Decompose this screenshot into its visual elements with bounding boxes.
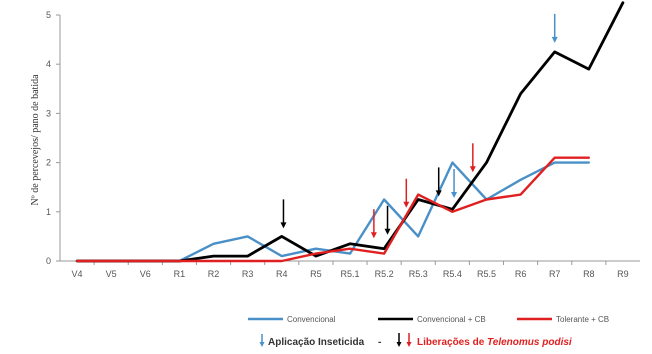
release-label: Liberações de — [417, 337, 485, 348]
x-tick-label: R5.3 — [409, 269, 428, 279]
x-tick-label: V5 — [106, 269, 117, 279]
insecticide-arrow-head — [451, 192, 458, 199]
insecticide-arrow-head — [551, 36, 558, 43]
x-tick-label: R5.1 — [340, 269, 359, 279]
chart-lines — [75, 1, 625, 263]
x-tick-label: V4 — [72, 269, 83, 279]
y-tick-label: 0 — [46, 256, 51, 266]
arrow-red-icon — [406, 333, 412, 347]
release-arrow-black — [435, 167, 442, 197]
x-tick-label: R3 — [242, 269, 254, 279]
y-tick-label: 1 — [46, 207, 51, 217]
x-ticks: V4 V5 V6 R1 R2 R3 R4 R5 R5.1 R5.2 R5.3 R5.4 R5.5 R6 R7… — [72, 261, 629, 279]
x-tick-label: R7 — [549, 269, 561, 279]
series-line-convencional-cb — [75, 1, 625, 263]
release-arrow-black-head — [384, 228, 391, 235]
release-arrow-black — [384, 205, 391, 235]
x-tick-label: R1 — [174, 269, 186, 279]
x-tick-label: R2 — [208, 269, 220, 279]
insecticide-label: Aplicação Inseticida — [268, 337, 365, 348]
annotation-arrows — [280, 13, 558, 239]
y-tick-label: 5 — [46, 10, 51, 20]
x-tick-label: R6 — [515, 269, 527, 279]
y-tick-label: 3 — [46, 108, 51, 118]
species-name: Telenomus podisi — [487, 337, 572, 348]
release-arrow-black-head — [280, 222, 287, 229]
legend: Convencional Convencional + CB Tolerante… — [248, 315, 609, 324]
legend-label-convencional-cb: Convencional + CB — [417, 315, 486, 324]
x-tick-label: R9 — [617, 269, 629, 279]
release-arrow-red-head — [370, 232, 377, 239]
y-ticks: 0 1 2 3 4 5 — [46, 10, 60, 266]
release-arrow-red-head — [469, 166, 476, 173]
y-axis-label: Nº de percevejos/ pano de batida — [30, 74, 41, 206]
separator: - — [378, 337, 381, 348]
x-tick-label: R8 — [583, 269, 595, 279]
x-tick-label: R5.5 — [477, 269, 496, 279]
y-tick-label: 4 — [46, 59, 51, 69]
x-tick-label: R5 — [310, 269, 322, 279]
release-arrow-red-head — [403, 201, 410, 208]
insecticide-arrow — [551, 13, 558, 43]
x-tick-label: R5.4 — [443, 269, 462, 279]
x-tick-label: R4 — [276, 269, 288, 279]
release-arrow-red — [370, 209, 377, 239]
x-tick-label: R5.2 — [375, 269, 394, 279]
annotation-legend: Aplicação Inseticida - Liberações de Tel… — [259, 333, 572, 348]
release-arrow-black-head — [435, 190, 442, 197]
legend-label-convencional: Convencional — [287, 315, 336, 324]
release-arrow-red — [403, 178, 410, 208]
release-arrow-black — [280, 199, 287, 229]
release-arrow-red — [469, 143, 476, 173]
series-line-convencional — [75, 161, 590, 263]
arrow-black-icon — [396, 333, 402, 347]
svg-text:Liberações de Telenomus podisi: Liberações de Telenomus podisi — [417, 337, 572, 348]
insecticide-arrow — [451, 169, 458, 199]
y-tick-label: 2 — [46, 158, 51, 168]
legend-label-tolerante-cb: Tolerante + CB — [556, 315, 609, 324]
arrow-blue-icon — [259, 334, 265, 347]
series-line-tolerante-cb — [75, 156, 590, 263]
x-tick-label: V6 — [140, 269, 151, 279]
